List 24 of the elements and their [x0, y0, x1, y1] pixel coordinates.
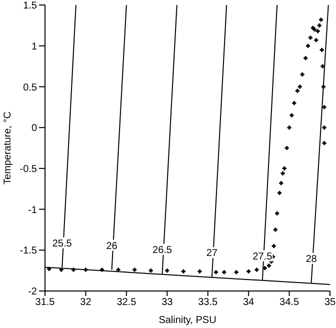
y-tick-label: 1.5 [23, 0, 38, 12]
series-label: 28 [306, 254, 318, 265]
series-label: 27.5 [252, 251, 273, 262]
x-tick-label: 32 [80, 297, 92, 308]
series-label: 26 [106, 240, 118, 252]
x-tick-label: 35 [324, 297, 336, 308]
x-tick-label: 34.5 [280, 297, 300, 308]
y-tick-label: -2 [28, 286, 38, 298]
x-tick-label: 33 [162, 297, 174, 308]
x-tick-label: 33.5 [198, 297, 218, 308]
y-axis-title: Temperature, °C [2, 112, 14, 184]
series-label: 27 [206, 248, 218, 260]
y-tick-label: -1 [28, 204, 38, 216]
series-label: 25.5 [52, 238, 72, 250]
x-axis-title: Salinity, PSU [158, 315, 216, 326]
x-tick-label: 31.5 [35, 297, 56, 308]
y-tick-label: 0.5 [23, 82, 38, 94]
x-tick-label: 34 [243, 297, 255, 308]
y-tick-label: 1 [31, 41, 38, 52]
y-tick-label: 0 [31, 123, 38, 134]
y-tick-label: -1.5 [20, 246, 38, 257]
series-label: 26.5 [152, 244, 172, 256]
x-tick-label: 32.5 [116, 297, 137, 308]
y-tick-label: -0.5 [20, 164, 38, 175]
